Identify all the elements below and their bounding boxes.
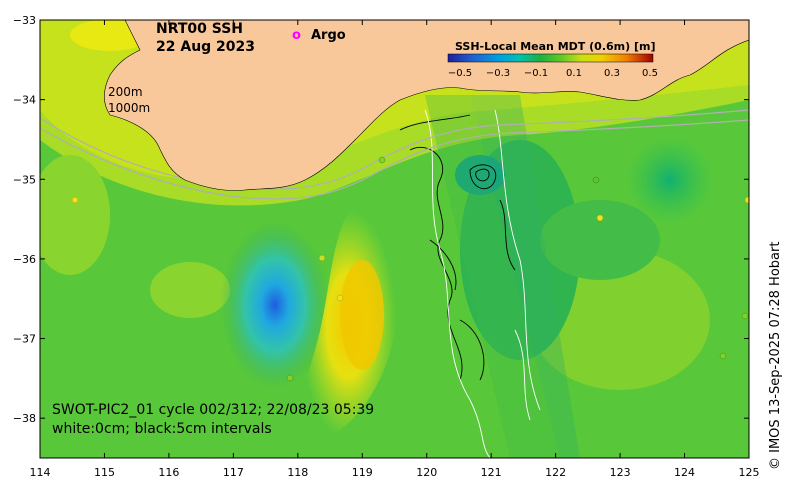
y-axis: −33 −34 −35 −36 −37 −38 bbox=[13, 14, 749, 425]
colorbar-tick-label: 0.1 bbox=[566, 68, 582, 79]
y-tick-label: −33 bbox=[13, 14, 36, 27]
colorbar-tick-label: −0.1 bbox=[524, 68, 548, 79]
land-mass bbox=[40, 20, 749, 191]
x-axis: 114 115 116 117 118 119 120 121 122 123 124 125 bbox=[30, 20, 760, 479]
x-tick-label: 123 bbox=[610, 466, 631, 479]
y-tick-label: −38 bbox=[13, 412, 36, 425]
x-tick-label: 121 bbox=[481, 466, 502, 479]
y-tick-label: −34 bbox=[13, 94, 36, 107]
colorbar-tick-label: −0.5 bbox=[448, 68, 472, 79]
colorbar-ticks: −0.5 −0.3 −0.1 0.1 0.3 0.5 bbox=[448, 68, 658, 79]
x-tick-label: 117 bbox=[223, 466, 244, 479]
x-tick-label: 124 bbox=[674, 466, 695, 479]
sample-points bbox=[71, 156, 749, 458]
x-tick-label: 115 bbox=[94, 466, 115, 479]
credit-text: © IMOS 13-Sep-2025 07:28 Hobart bbox=[768, 241, 783, 470]
colorbar-title: SSH-Local Mean MDT (0.6m) [m] bbox=[455, 40, 655, 53]
plot-frame bbox=[39, 19, 750, 459]
x-tick-label: 116 bbox=[158, 466, 179, 479]
x-tick-label: 119 bbox=[352, 466, 373, 479]
isobath-label-1000m: 1000m bbox=[108, 101, 150, 115]
x-tick-label: 118 bbox=[287, 466, 308, 479]
product-title: NRT00 SSH bbox=[156, 21, 243, 37]
x-tick-label: 120 bbox=[416, 466, 437, 479]
colorbar-tick-label: −0.3 bbox=[486, 68, 510, 79]
colorbar bbox=[447, 53, 654, 63]
colorbar-tick-label: 0.3 bbox=[604, 68, 620, 79]
x-tick-label: 122 bbox=[545, 466, 566, 479]
y-tick-label: −35 bbox=[13, 173, 36, 186]
map-date: 22 Aug 2023 bbox=[156, 39, 255, 55]
swot-contour-info: white:0cm; black:5cm intervals bbox=[52, 421, 272, 437]
x-tick-label: 125 bbox=[739, 466, 760, 479]
argo-marker-icon: o bbox=[292, 28, 301, 43]
y-tick-label: −36 bbox=[13, 253, 36, 266]
isobath-label-200m: 200m bbox=[108, 85, 143, 99]
argo-legend-label: Argo bbox=[311, 28, 346, 43]
y-tick-label: −37 bbox=[13, 333, 36, 346]
colorbar-tick-label: 0.5 bbox=[642, 68, 658, 79]
swot-pass-info: SWOT-PIC2_01 cycle 002/312; 22/08/23 05:… bbox=[52, 402, 374, 418]
x-tick-label: 114 bbox=[30, 466, 51, 479]
